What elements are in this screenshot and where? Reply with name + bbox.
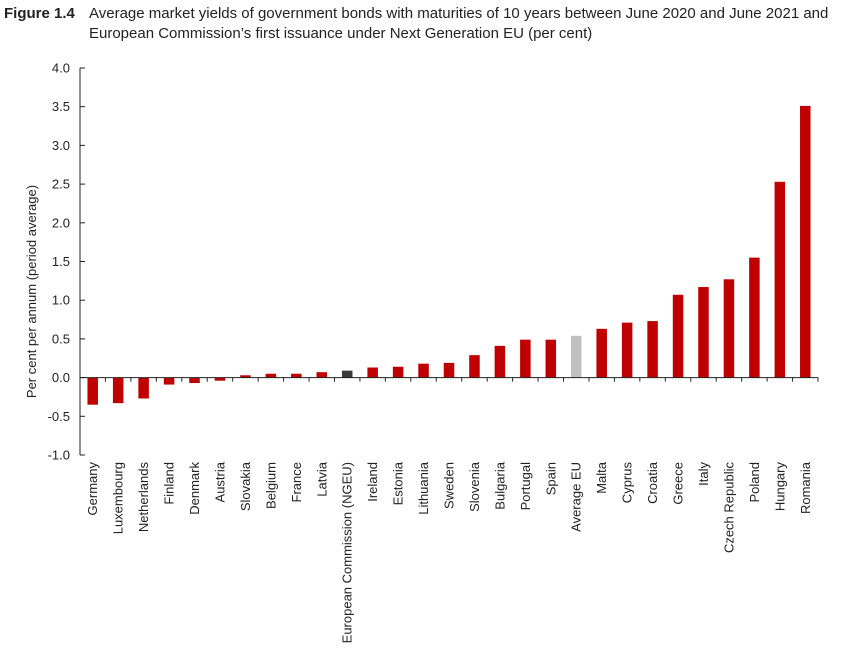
bar-cyprus bbox=[621, 322, 633, 378]
x-tick-label: Malta bbox=[594, 461, 609, 494]
x-tick-label: Slovakia bbox=[238, 461, 253, 511]
bar-denmark bbox=[189, 377, 200, 384]
bar-netherlands bbox=[138, 377, 149, 399]
x-tick-label: Average EU bbox=[569, 462, 584, 532]
x-tick-label: Estonia bbox=[391, 461, 406, 505]
bar-sweden bbox=[443, 362, 455, 378]
y-axis-title: Per cent per annum (period average) bbox=[24, 185, 39, 398]
x-tick-label: Finland bbox=[162, 462, 177, 505]
bar-belgium bbox=[265, 373, 277, 378]
y-tick-label: -0.5 bbox=[48, 409, 70, 424]
x-tick-label: Austria bbox=[212, 461, 227, 502]
bar-italy bbox=[698, 287, 709, 378]
x-tick-label: Croatia bbox=[645, 461, 660, 504]
x-tick-label: Italy bbox=[696, 462, 711, 486]
y-tick-label: 1.0 bbox=[52, 293, 70, 308]
bar-bulgaria bbox=[494, 345, 506, 378]
y-tick-label: 0.5 bbox=[52, 331, 70, 346]
y-tick-label: 2.0 bbox=[52, 215, 70, 230]
x-tick-label: Spain bbox=[543, 462, 558, 495]
bar-average-eu bbox=[570, 335, 582, 378]
x-tick-label: Ireland bbox=[365, 462, 380, 502]
x-tick-label: Lithuania bbox=[416, 461, 431, 515]
bar-portugal bbox=[520, 339, 531, 378]
x-tick-label: Poland bbox=[747, 462, 762, 502]
bar-luxembourg bbox=[112, 377, 124, 404]
bar-hungary bbox=[774, 181, 786, 378]
x-tick-label: Cyprus bbox=[620, 462, 635, 504]
bar-finland bbox=[163, 377, 175, 385]
bar-poland bbox=[749, 257, 760, 378]
x-tick-label: Romania bbox=[798, 461, 813, 514]
figure-title: Average market yields of government bond… bbox=[89, 5, 829, 42]
x-tick-label: Greece bbox=[671, 462, 686, 505]
bar-spain bbox=[545, 339, 557, 378]
x-tick-label: Czech Republic bbox=[721, 462, 736, 554]
x-axis: Germany Luxembourg Netherlands Finland Denma… bbox=[79, 377, 819, 643]
y-tick-label: 1.5 bbox=[52, 254, 70, 269]
x-tick-label: Netherlands bbox=[136, 462, 151, 533]
bar-latvia bbox=[316, 372, 328, 378]
bar-estonia bbox=[392, 366, 404, 378]
y-tick-label: 0.0 bbox=[52, 370, 70, 385]
x-tick-label: Denmark bbox=[187, 462, 202, 515]
y-tick-label: 3.5 bbox=[52, 99, 70, 114]
bar-czech-republic bbox=[723, 279, 735, 378]
x-tick-label: France bbox=[289, 462, 304, 502]
y-tick-label: 3.0 bbox=[52, 138, 70, 153]
x-tick-label: Luxembourg bbox=[111, 462, 126, 534]
x-tick-label: Sweden bbox=[442, 462, 457, 509]
x-tick-label: Belgium bbox=[263, 462, 278, 509]
y-tick-label: -1.0 bbox=[48, 448, 70, 463]
figure-label: Figure 1.4 bbox=[4, 5, 75, 22]
x-tick-label: Bulgaria bbox=[492, 461, 507, 509]
bar-european-commission-ngeu bbox=[341, 370, 353, 378]
x-tick-label: Hungary bbox=[772, 462, 787, 512]
x-tick-label: Portugal bbox=[518, 462, 533, 511]
bar-lithuania bbox=[418, 363, 429, 378]
y-axis: 4.0 3.5 3.0 2.5 2.0 1.5 1.0 0.5 0.0 -0.5 -1.0 bbox=[48, 61, 85, 463]
y-tick-label: 4.0 bbox=[52, 61, 70, 76]
x-tick-label: European Commission (NGEU) bbox=[340, 462, 355, 643]
x-tick-label: Slovenia bbox=[467, 461, 482, 512]
bars-group bbox=[87, 105, 811, 405]
bar-greece bbox=[672, 294, 684, 378]
x-tick-label: Latvia bbox=[314, 461, 329, 496]
bar-austria bbox=[214, 377, 226, 381]
x-tick-label: Germany bbox=[85, 462, 100, 516]
bar-ireland bbox=[367, 367, 378, 378]
bar-slovenia bbox=[469, 355, 480, 378]
bar-croatia bbox=[647, 321, 658, 378]
y-tick-label: 2.5 bbox=[52, 177, 70, 192]
bar-romania bbox=[800, 105, 811, 378]
bar-germany bbox=[87, 377, 98, 405]
bar-slovakia bbox=[240, 375, 251, 378]
bar-malta bbox=[596, 328, 607, 378]
bar-france bbox=[291, 373, 302, 378]
